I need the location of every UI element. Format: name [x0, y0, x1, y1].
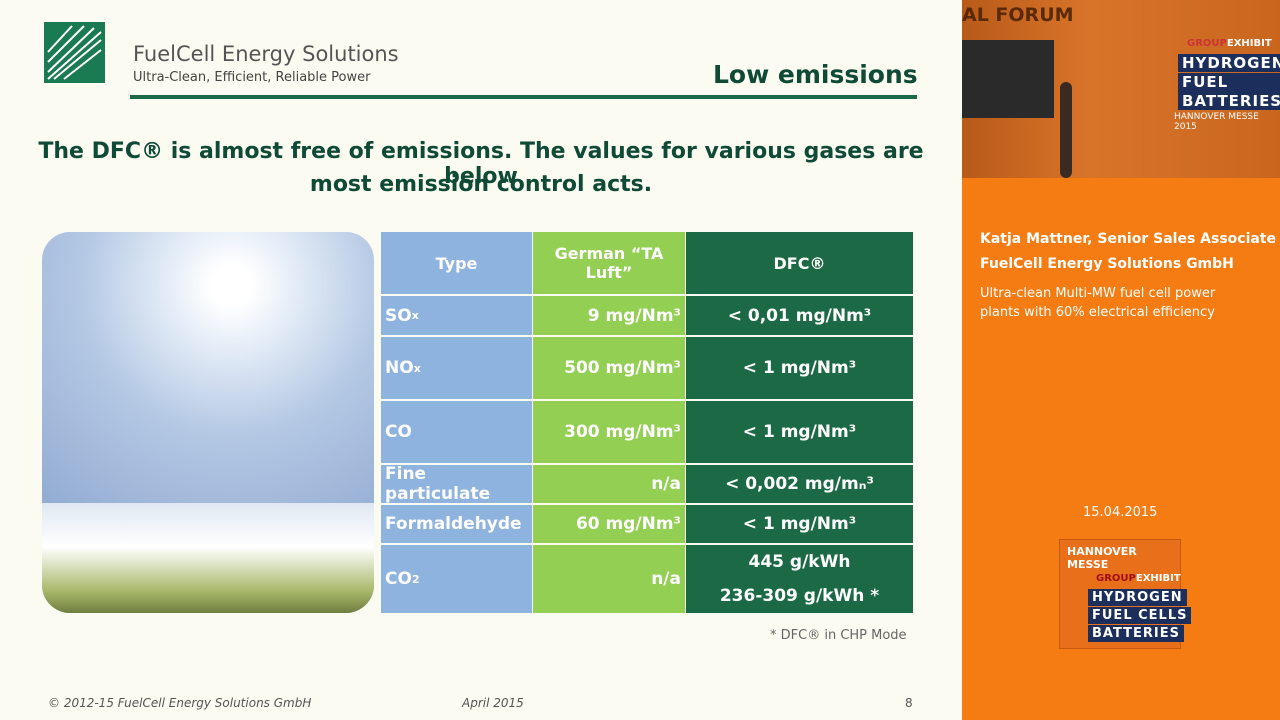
exhibit: EXHIBIT [1226, 38, 1272, 49]
tagline: Ultra-Clean, Efficient, Reliable Power [133, 70, 371, 85]
event: HANNOVER MESSE 2015 [1174, 112, 1259, 132]
type: Fine particulate [385, 464, 491, 504]
table-cell: CO 2 [381, 545, 532, 613]
value: 236-309 g/kWh * [719, 586, 880, 606]
table-cell: n/a [533, 465, 685, 503]
type: SO [385, 305, 412, 326]
table-cell: SO x [381, 296, 532, 335]
company: FuelCell Energy Solutions [133, 42, 399, 66]
value: < 0,01 mg/Nm³ [727, 305, 872, 326]
badge-line: BATTERIES [1088, 625, 1184, 642]
table-cell: < 1 mg/Nm³ [686, 337, 913, 399]
table-cell: 500 mg/Nm³ [533, 337, 685, 399]
value: < 0,002 mg/mₙ³ [725, 474, 874, 494]
header-cell: DFC® [686, 232, 913, 294]
speaker-company: FuelCell Energy Solutions GmbH [980, 256, 1234, 272]
table-cell: 9 mg/Nm³ [533, 296, 685, 335]
copyright: © 2012-15 FuelCell Energy Solutions GmbH [48, 696, 312, 710]
value: 300 mg/Nm³ [564, 422, 681, 442]
value: n/a [651, 569, 681, 589]
value: n/a [651, 474, 681, 494]
value: 500 mg/Nm³ [564, 358, 681, 378]
speaker: Katja Mattner, Senior Sales Associate [980, 231, 1276, 247]
table-cell: < 0,01 mg/Nm³ [686, 296, 913, 335]
table-cell: < 1 mg/Nm³ [686, 505, 913, 543]
table-cell: < 1 mg/Nm³ [686, 401, 913, 463]
type: Formaldehyde [385, 514, 522, 534]
value: < 1 mg/Nm³ [742, 358, 857, 378]
screen-display [962, 40, 1054, 118]
slide-title: Low emissions [713, 60, 918, 89]
table-cell: Fine particulate [381, 464, 532, 504]
table-cell: CO [381, 401, 532, 463]
header-cell: Type [381, 232, 532, 294]
description: Ultra-clean Multi-MW fuel cell power [980, 286, 1216, 301]
table-cell: 300 mg/Nm³ [533, 401, 685, 463]
footnote: * DFC® in CHP Mode [770, 628, 907, 643]
subscript: x [413, 361, 421, 375]
table-cell: < 0,002 mg/mₙ³ [686, 465, 913, 503]
exhibit: EXHIBIT [1135, 573, 1181, 584]
lead: The DFC® is almost free of emissions. Th… [38, 139, 924, 189]
date: 15.04.2015 [1083, 505, 1158, 520]
badge-line: HYDROGEN [1088, 589, 1187, 606]
group: GROUP [1096, 573, 1136, 584]
type: CO [385, 569, 412, 589]
badge-line: FUEL CELLS [1088, 607, 1192, 624]
table-cell: 445 g/kWh 236-309 g/kWh * [686, 545, 913, 613]
table-cell: Formaldehyde [381, 505, 532, 543]
value: < 1 mg/Nm³ [742, 422, 857, 442]
subscript: 2 [411, 572, 420, 586]
logo [44, 22, 105, 83]
subscript: x [411, 309, 419, 322]
page-number: 8 [905, 696, 913, 710]
description: plants with 60% electrical efficiency [980, 305, 1215, 320]
value: 60 mg/Nm³ [575, 514, 681, 534]
group: GROUP [1187, 38, 1227, 49]
banner: AL FORUM [962, 4, 1074, 26]
value: 9 mg/Nm³ [587, 305, 681, 326]
rule [130, 95, 917, 99]
table-cell: 60 mg/Nm³ [533, 505, 685, 543]
footer-date: April 2015 [462, 696, 524, 710]
lead: most emission control acts. [309, 172, 653, 197]
table-cell: n/a [533, 545, 685, 613]
value: 445 g/kWh [748, 552, 851, 572]
presenter [1060, 82, 1072, 178]
value: < 1 mg/Nm³ [742, 514, 857, 534]
photo [42, 232, 374, 613]
table-cell: NO x [381, 337, 532, 399]
type: CO [385, 422, 412, 442]
badge-line: BATTERIES [1178, 92, 1280, 110]
badge-title: HANNOVER MESSE [1067, 545, 1137, 571]
type: NO [385, 358, 414, 378]
header-cell: German “TA Luft” [533, 232, 685, 294]
badge-line: HYDROGEN [1178, 54, 1280, 72]
